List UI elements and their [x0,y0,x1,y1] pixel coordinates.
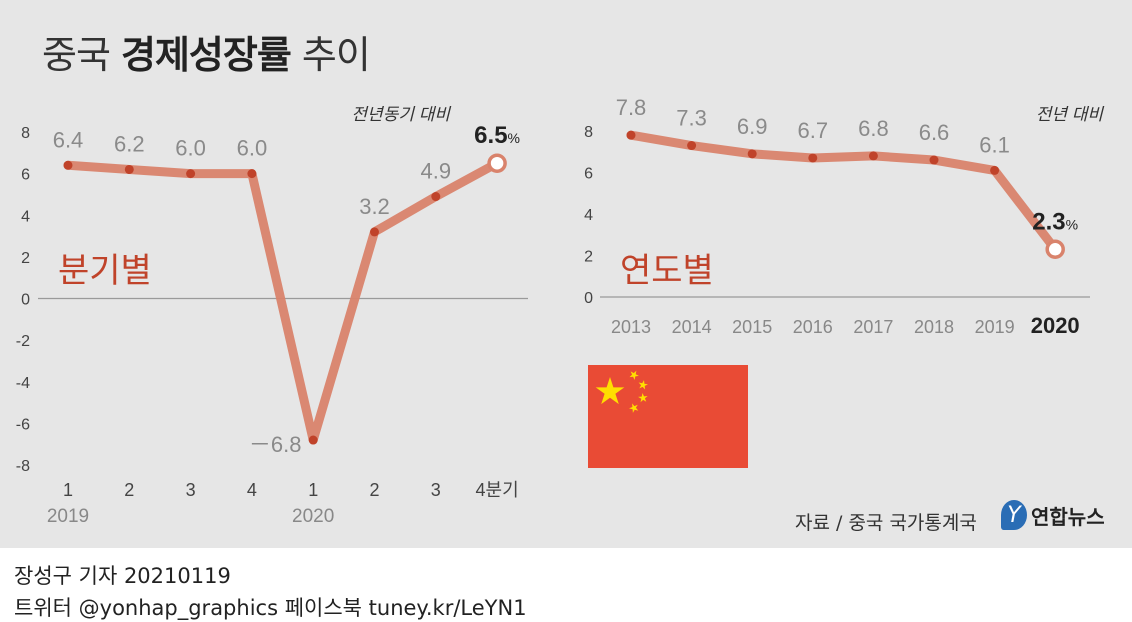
y-tick-label-0: -2 [16,333,30,350]
data-label-0: －6.8 [249,432,302,457]
x-category-label-0: 4분기 [476,480,519,500]
data-point-1 [990,165,1000,175]
flag-small-star [629,370,639,380]
year-label-0: 2020 [292,506,334,527]
data-label-1: 6.8 [858,116,889,141]
title-bold: 경제성장률 [121,33,292,77]
flag-small-stars [629,370,648,413]
data-point-1 [868,151,878,161]
x-category-label-1: 2015 [732,317,772,337]
x-category-label-0: 1 [63,480,73,500]
data-label-1: 6.7 [798,118,829,143]
data-point-0 [124,164,134,174]
y-tick-label-1: 4 [584,207,593,224]
reporter-credit: 장성구 기자 20210119 [14,564,231,588]
x-category-label-1: 2017 [853,317,893,337]
data-label-0: 6.4 [53,127,84,152]
x-category-label-1: 2013 [611,317,651,337]
chart-note-0: 전년동기 대비 [351,105,451,124]
data-label-1: 7.3 [676,106,707,131]
source-text: 자료 / 중국 국가통계국 [795,512,977,534]
x-category-label-0: 3 [186,480,196,500]
y-tick-label-1: 2 [584,249,593,266]
data-label-1: 6.1 [979,132,1010,157]
y-tick-label-0: 8 [21,125,30,142]
x-category-label-0: 2 [369,480,379,500]
flag-small-star [629,403,639,413]
data-point-0 [63,160,73,170]
page-title: 중국 경제성장률 추이 [42,33,371,77]
data-point-0 [431,192,441,202]
y-tick-label-0: -6 [16,416,30,433]
yonhap-logo: Y 연합뉴스 [1001,500,1105,530]
data-label-0: 3.2 [359,194,390,219]
data-label-1: 7.8 [616,95,647,120]
data-point-0 [308,435,318,445]
x-category-label-0: 1 [308,480,318,500]
china-flag-image [588,365,748,468]
x-category-label-1: 2020 [1031,313,1080,338]
flag-stars [595,370,648,413]
y-tick-label-1: 0 [584,290,593,307]
data-label-1: 2.3% [1032,208,1078,235]
x-category-label-1: 2014 [672,317,712,337]
last-point-marker-1 [1045,239,1065,260]
year-label-0: 2019 [47,506,89,527]
flag-small-star [638,380,648,390]
y-tick-label-0: 2 [21,250,30,267]
x-category-label-0: 2 [124,480,134,500]
data-label-0: 6.0 [175,136,206,161]
data-label-1: 6.6 [919,120,950,145]
data-point-1 [747,149,757,159]
x-category-label-1: 2019 [975,317,1015,337]
data-point-0 [247,169,257,179]
data-point-1 [687,141,697,151]
data-point-1 [808,153,818,163]
x-category-label-1: 2018 [914,317,954,337]
unit-label-1: % [1066,216,1078,232]
social-credit: 트위터 @yonhap_graphics 페이스북 tuney.kr/LeYN1 [14,596,527,620]
x-category-label-0: 3 [431,480,441,500]
data-point-1 [626,130,636,140]
y-tick-label-0: -4 [16,375,30,392]
yonhap-logo-text: 연합뉴스 [1031,504,1105,529]
data-label-0: 4.9 [421,159,452,184]
x-category-label-1: 2016 [793,317,833,337]
yonhap-logo-icon: Y [1001,500,1027,530]
series-line-0 [63,158,502,445]
chart-title-0: 분기별 [58,252,152,290]
y-tick-label-0: -8 [16,458,30,475]
chart-title-1: 연도별 [620,252,714,290]
chart-note-1: 전년 대비 [1036,105,1105,124]
y-tick-label-0: 0 [21,292,30,309]
y-tick-label-0: 4 [21,208,30,225]
data-label-1: 6.9 [737,114,768,139]
data-label-0: 6.2 [114,131,145,156]
x-category-label-0: 4 [247,480,257,500]
y-tick-label-1: 6 [584,166,593,183]
last-point-marker-0 [487,153,507,173]
data-point-1 [929,155,939,165]
series-line-1 [626,130,1060,254]
data-point-0 [186,169,196,179]
chart-panel [0,0,1132,548]
data-label-0: 6.0 [237,136,268,161]
data-point-0 [370,227,379,237]
y-tick-label-0: 6 [21,167,30,184]
flag-big-star [595,377,625,405]
unit-label-0: % [508,130,520,146]
y-tick-label-1: 8 [584,124,593,141]
flag-small-star [638,393,648,403]
data-label-0: 6.5% [474,122,520,149]
